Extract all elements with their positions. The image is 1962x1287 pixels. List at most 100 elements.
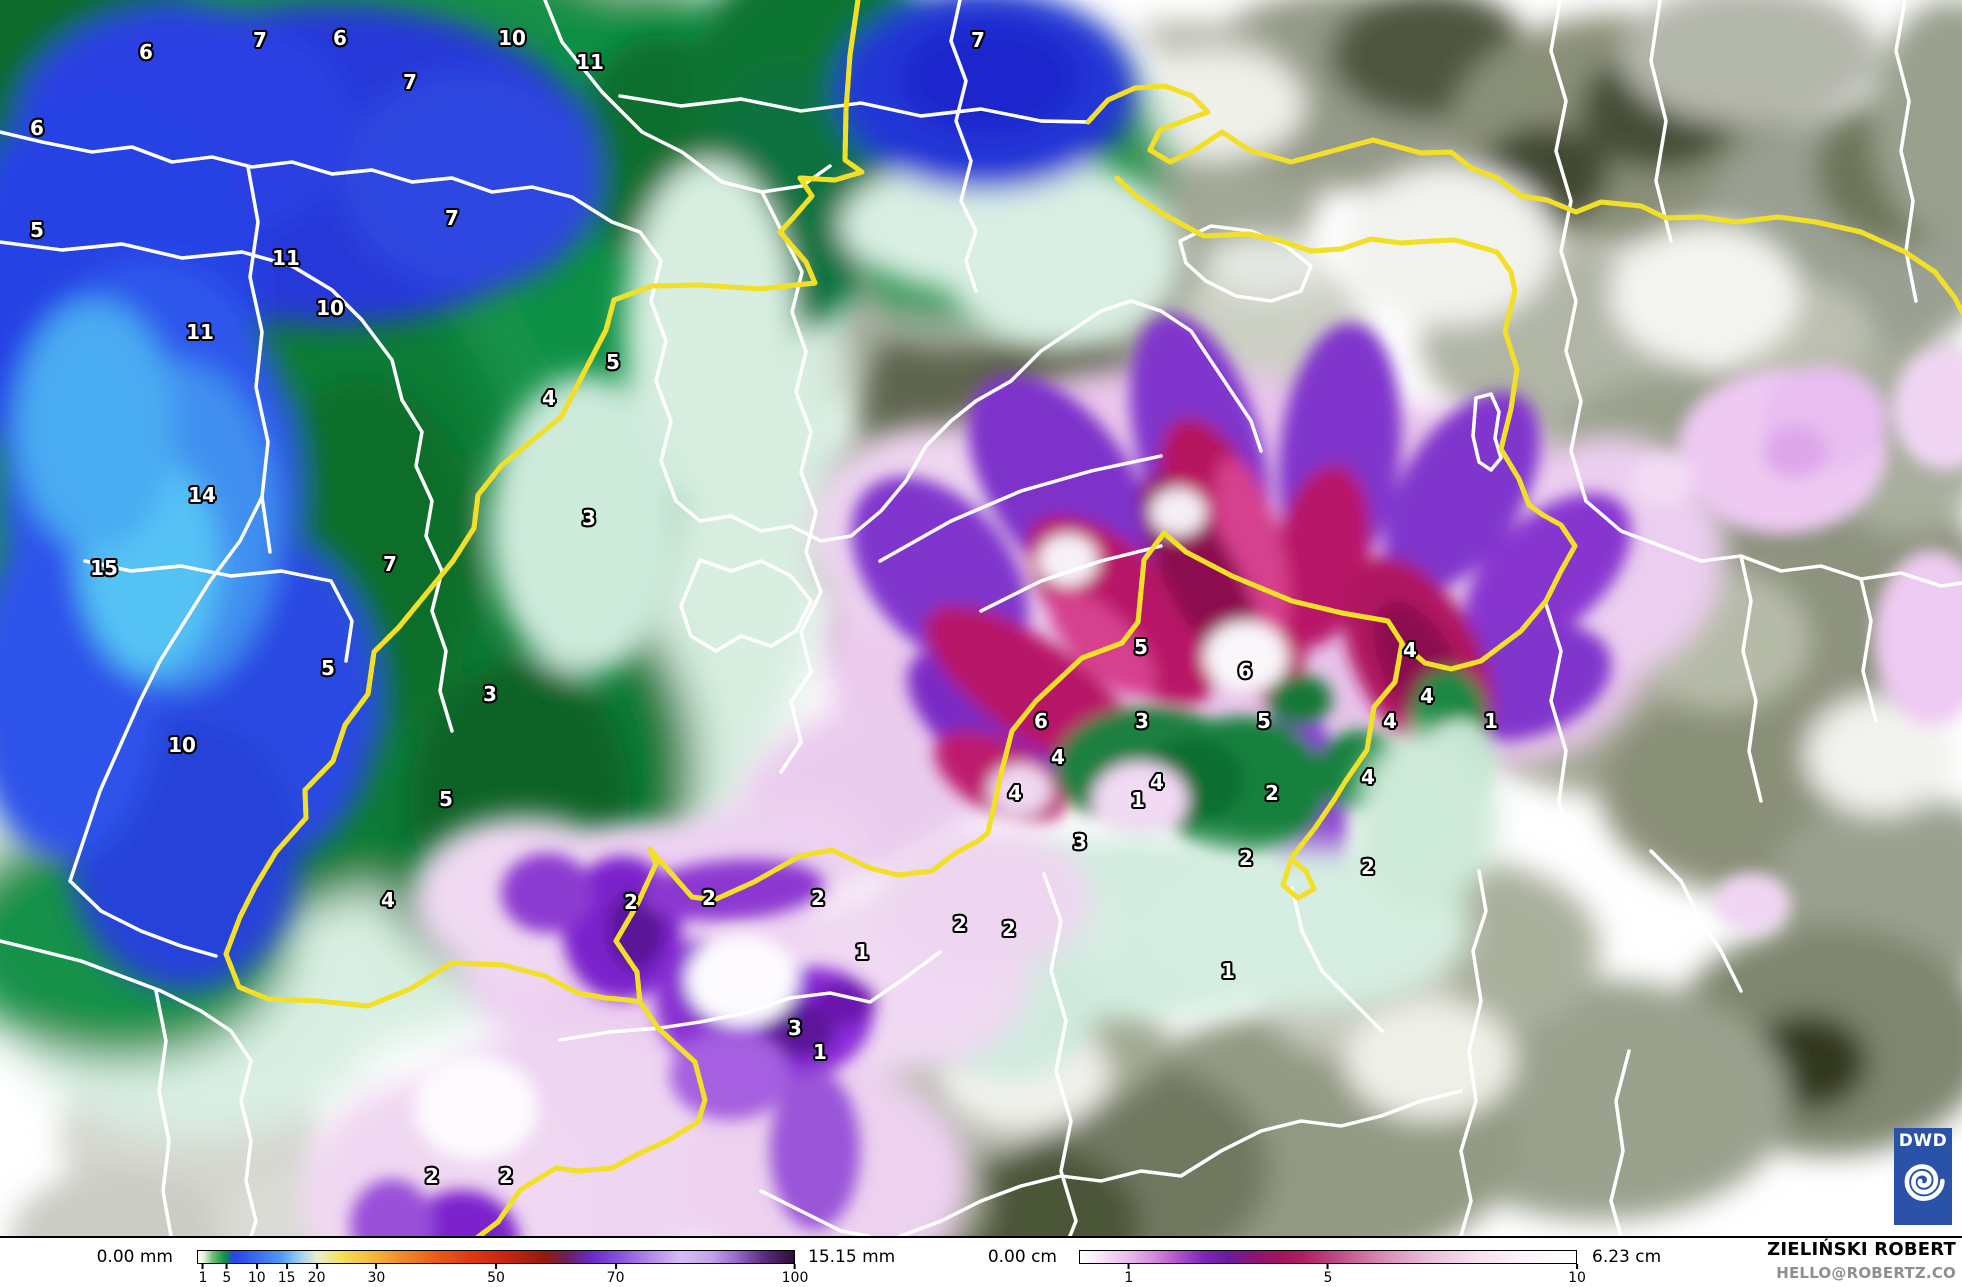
- station-value: 1: [855, 940, 869, 964]
- legend-cm-min-label: 0.00 cm: [987, 1247, 1057, 1267]
- station-value: 2: [1361, 855, 1375, 879]
- station-value: 7: [383, 552, 397, 576]
- station-value: 2: [953, 912, 967, 936]
- station-value: 15: [90, 556, 118, 580]
- station-value: 7: [403, 70, 417, 94]
- station-value: 2: [1265, 781, 1279, 805]
- tick-label: 5: [1323, 1270, 1333, 1286]
- tick-label: 10: [247, 1270, 266, 1286]
- station-value: 3: [483, 682, 497, 706]
- tick-mark: [494, 1264, 497, 1269]
- legend-mm-colorbar: [197, 1250, 795, 1264]
- station-value: 1: [813, 1040, 827, 1064]
- tick-label: 100: [781, 1270, 809, 1286]
- station-value: 10: [316, 296, 344, 320]
- attribution-email: HELLO@ROBERTZ.CO: [1776, 1264, 1956, 1282]
- station-value: 4: [1150, 770, 1164, 794]
- tick-mark: [1326, 1264, 1329, 1269]
- station-value: 3: [1073, 830, 1087, 854]
- station-value: 4: [381, 888, 395, 912]
- station-value: 4: [1008, 781, 1022, 805]
- dwd-logo-text: DWD: [1898, 1131, 1948, 1151]
- legend-tick: 70: [607, 1264, 625, 1286]
- tick-label: 30: [367, 1270, 386, 1286]
- station-value: 3: [582, 506, 596, 530]
- station-value: 2: [499, 1164, 513, 1188]
- legend-tick: 1: [198, 1264, 208, 1286]
- station-value: 7: [971, 28, 985, 52]
- national-borders: [223, 0, 1962, 1236]
- legend-mm-max-label: 15.15 mm: [808, 1247, 896, 1267]
- station-value: 10: [498, 26, 526, 50]
- tick-mark: [225, 1264, 228, 1269]
- tick-label: 10: [1568, 1270, 1586, 1286]
- legend-mm-min-label: 0.00 mm: [96, 1247, 173, 1267]
- station-value: 5: [1257, 709, 1271, 733]
- legend-bar: 0.00 mm 1 5 10: [0, 1238, 1962, 1287]
- tick-label: 1: [198, 1270, 208, 1286]
- tick-mark: [375, 1264, 378, 1269]
- station-value: 7: [253, 28, 267, 52]
- legend-tick: 30: [367, 1264, 385, 1286]
- station-value: 1: [1484, 709, 1498, 733]
- station-value: 5: [439, 787, 453, 811]
- legend-cm-max-label: 6.23 cm: [1592, 1247, 1662, 1267]
- station-value: 6: [333, 26, 347, 50]
- station-value: 2: [1002, 917, 1016, 941]
- legend-tick: 10: [248, 1264, 266, 1286]
- station-value: 7: [445, 206, 459, 230]
- station-value: 3: [788, 1016, 802, 1040]
- tick-mark: [285, 1264, 288, 1269]
- station-value: 11: [576, 50, 604, 74]
- dwd-spiral-icon: [1904, 1163, 1945, 1201]
- tick-mark: [1575, 1264, 1578, 1269]
- station-value: 14: [188, 483, 216, 507]
- station-value: 6: [30, 116, 44, 140]
- station-value: 4: [542, 386, 556, 410]
- station-value: 1: [1221, 959, 1235, 983]
- tick-mark: [255, 1264, 258, 1269]
- legend-tick: 5: [1323, 1264, 1333, 1286]
- legend-cm-ticks: 1 5 10: [1079, 1238, 1586, 1287]
- station-value: 6: [1034, 709, 1048, 733]
- regional-borders: [0, 0, 1962, 1236]
- station-value: 2: [811, 886, 825, 910]
- legend-tick: 20: [308, 1264, 326, 1286]
- station-value: 11: [186, 320, 214, 344]
- station-value: 6: [1238, 659, 1252, 683]
- station-value: 1: [1131, 788, 1145, 812]
- tick-mark: [793, 1264, 796, 1269]
- station-value: 2: [425, 1164, 439, 1188]
- legend-tick: 15: [278, 1264, 296, 1286]
- station-value: 4: [1420, 684, 1434, 708]
- tick-mark: [1127, 1264, 1130, 1269]
- tick-label: 15: [277, 1270, 296, 1286]
- dwd-logo: DWD: [1894, 1128, 1952, 1225]
- map-canvas: 6 7 6 10 11 7 7 6 5 7 11 10: [0, 0, 1962, 1238]
- borders-overlay: [0, 0, 1962, 1236]
- station-value: 4: [1361, 765, 1375, 789]
- station-value: 4: [1403, 638, 1417, 662]
- legend-tick: 10: [1568, 1264, 1586, 1286]
- attribution-name: ZIELIŃSKI ROBERT: [1767, 1239, 1956, 1260]
- attribution: ZIELIŃSKI ROBERT HELLO@ROBERTZ.CO: [1767, 1238, 1956, 1282]
- station-value: 3: [1135, 709, 1149, 733]
- station-value: 2: [624, 890, 638, 914]
- legend-tick: 100: [781, 1264, 809, 1286]
- legend-mm-ticks: 1 5 10 15 20: [197, 1238, 808, 1287]
- station-value: 5: [606, 350, 620, 374]
- station-value: 11: [272, 246, 300, 270]
- station-value: 5: [30, 218, 44, 242]
- station-value: 10: [168, 733, 196, 757]
- tick-mark: [315, 1264, 318, 1269]
- legend-tick: 5: [222, 1264, 231, 1286]
- legend-tick: 1: [1124, 1264, 1133, 1286]
- station-value: 5: [1134, 635, 1148, 659]
- tick-label: 70: [606, 1270, 625, 1286]
- tick-mark: [201, 1264, 204, 1269]
- tick-label: 5: [222, 1270, 232, 1286]
- station-value: 4: [1383, 709, 1397, 733]
- station-value: 4: [1051, 745, 1065, 769]
- station-value: 2: [1239, 846, 1253, 870]
